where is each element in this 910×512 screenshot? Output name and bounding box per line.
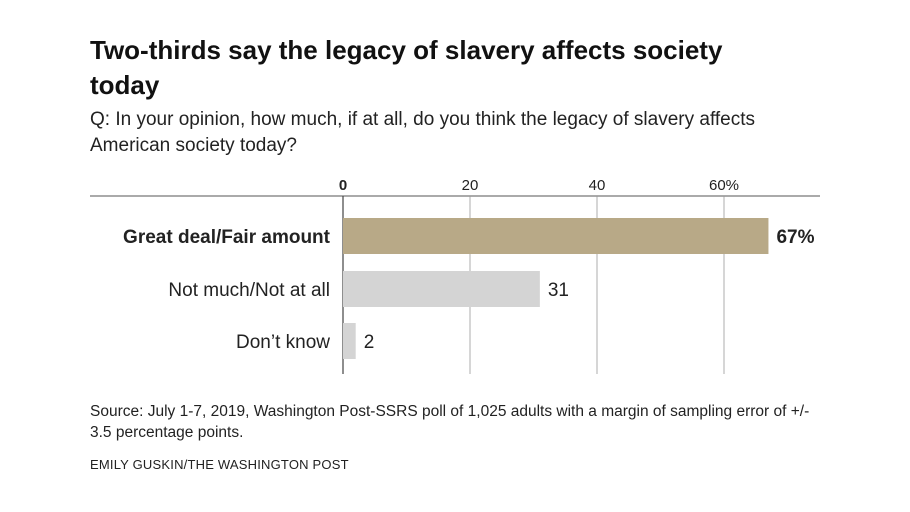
- credit-line: EMILY GUSKIN/THE WASHINGTON POST: [90, 457, 349, 472]
- bar-1: [343, 218, 769, 254]
- value-label-2: 31: [548, 280, 569, 301]
- value-label-1: 67%: [776, 227, 814, 248]
- bar-3: [343, 323, 356, 359]
- bar-2: [343, 271, 540, 307]
- chart-question: Q: In your opinion, how much, if at all,…: [90, 109, 755, 156]
- tick-label-0: 0: [339, 177, 347, 194]
- tick-label-40: 40: [589, 177, 606, 194]
- tick-label-60: 60%: [709, 177, 739, 194]
- category-label-1: Great deal/Fair amount: [123, 227, 331, 248]
- labels: 0 20 40 60% Great deal/Fair amount 67% Not muc…: [123, 177, 815, 353]
- value-label-3: 2: [364, 332, 375, 353]
- source-note: Source: July 1-7, 2019, Washington Post-…: [90, 403, 810, 441]
- category-label-3: Don’t know: [236, 332, 330, 353]
- tick-label-20: 20: [462, 177, 479, 194]
- category-label-2: Not much/Not at all: [168, 280, 330, 301]
- bars: [343, 218, 769, 359]
- chart-title: Two-thirds say the legacy of slavery aff…: [90, 35, 723, 100]
